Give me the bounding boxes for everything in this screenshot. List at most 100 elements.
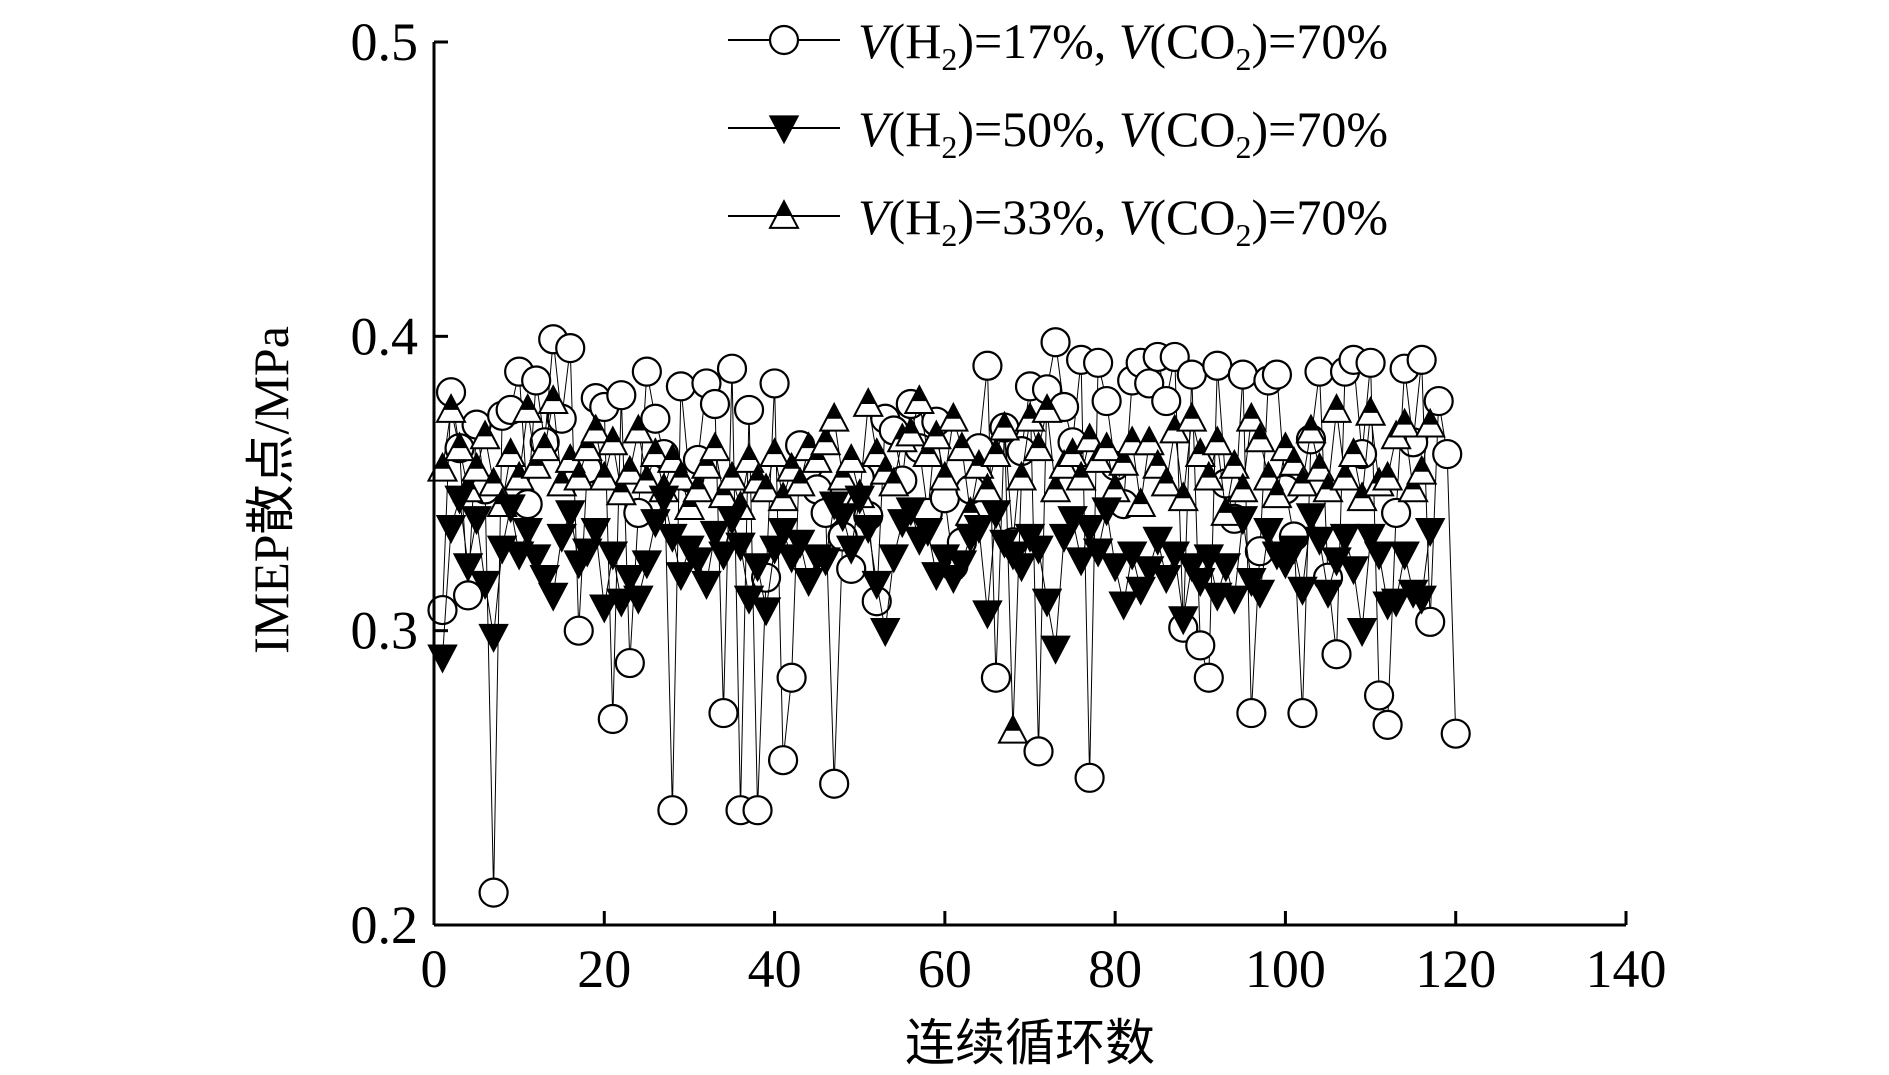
data-point: [1287, 576, 1318, 606]
data-point: [1253, 517, 1284, 547]
data-point: [588, 460, 620, 491]
x-tick-label: 80: [1088, 939, 1142, 999]
data-point: [810, 425, 842, 456]
legend-label-part: )=50%,: [957, 101, 1119, 157]
data-point: [622, 413, 654, 444]
legend-label-part: V: [858, 189, 894, 245]
data-point: [521, 365, 552, 396]
data-point: [980, 662, 1012, 693]
x-tick-label: 140: [1586, 939, 1667, 999]
legend-label-part: 2: [941, 41, 957, 77]
data-point: [631, 356, 662, 387]
data-point: [1091, 497, 1122, 527]
legend-label-part: 2: [941, 129, 957, 165]
data-point: [1193, 662, 1224, 693]
data-point: [980, 437, 1012, 467]
data-point: [1244, 422, 1276, 453]
legend: V(H2)=17%, V(CO2)=70%V(H2)=50%, V(CO2)=7…: [728, 13, 1388, 253]
data-point: [537, 384, 569, 414]
data-point: [861, 570, 892, 600]
data-point: [852, 515, 884, 544]
data-point: [452, 553, 484, 583]
data-point: [1278, 535, 1310, 565]
data-point: [665, 562, 697, 592]
legend-entry-3: V(H2)=33%, V(CO2)=70%: [728, 189, 1388, 253]
data-point: [759, 368, 790, 399]
legend-label-part: 2: [1235, 41, 1251, 77]
data-point: [716, 353, 748, 384]
legend-label-part: V: [1119, 189, 1155, 245]
data-point: [1406, 585, 1437, 615]
data-point: [605, 475, 637, 506]
data-point: [1031, 393, 1063, 423]
data-point: [750, 472, 782, 503]
data-point: [1040, 635, 1071, 665]
data-point: [733, 443, 765, 473]
legend-entry-2: V(H2)=50%, V(CO2)=70%: [728, 101, 1388, 165]
data-point: [1099, 553, 1131, 583]
data-point: [699, 520, 731, 550]
y-tick-label: 0.2: [351, 895, 419, 955]
data-point: [494, 437, 527, 467]
data-point: [895, 416, 927, 447]
data-point: [699, 431, 731, 462]
data-point: [614, 454, 646, 485]
data-point: [946, 550, 978, 580]
legend-label-part: V: [858, 13, 894, 69]
data-point: [648, 485, 680, 515]
data-point: [1108, 591, 1139, 621]
data-point: [691, 570, 722, 600]
data-point: [1073, 422, 1106, 453]
data-point: [1261, 359, 1293, 390]
ticks: 0 20 40 60 80 100 120 140 0.2 0.3 0.4 0.5: [351, 12, 1667, 999]
data-point: [1083, 347, 1114, 378]
data-point: [1329, 460, 1361, 491]
legend-label-part: (H: [889, 13, 942, 69]
data-point: [1219, 585, 1250, 615]
legend-label: V(H2)=33%, V(CO2)=70%: [858, 189, 1388, 253]
data-point: [639, 437, 672, 467]
data-point: [1261, 478, 1293, 509]
data-point: [1363, 680, 1395, 711]
data-point: [435, 515, 467, 544]
data-point: [1414, 517, 1446, 547]
data-point: [1065, 460, 1097, 491]
data-point: [1125, 576, 1156, 606]
data-point: [1176, 359, 1207, 390]
data-point: [1151, 385, 1182, 417]
data-point: [461, 506, 492, 536]
legend-label-part: )=17%,: [957, 13, 1119, 69]
x-tick-label: 40: [748, 939, 802, 999]
legend-label-part: (H: [889, 189, 942, 245]
data-point: [784, 529, 816, 559]
data-point: [1193, 460, 1225, 491]
data-point: [733, 394, 765, 426]
data-point: [844, 485, 875, 515]
data-point: [665, 460, 697, 491]
data-point: [1210, 553, 1242, 583]
data-point: [1023, 736, 1054, 767]
data-point: [572, 538, 603, 568]
data-point: [699, 388, 731, 420]
data-point: [665, 371, 697, 402]
data-point: [1295, 413, 1327, 444]
data-point: [1338, 556, 1369, 586]
data-point: [1406, 454, 1438, 485]
data-point: [478, 877, 509, 908]
data-point: [640, 509, 671, 539]
data-point: [1108, 446, 1140, 476]
data-point: [512, 393, 544, 423]
data-point: [818, 401, 850, 432]
y-tick-label: 0.4: [351, 306, 419, 366]
data-point: [767, 745, 799, 776]
data-point: [1354, 396, 1387, 426]
data-point: [852, 387, 884, 417]
data-point: [1406, 344, 1437, 375]
data-point: [1321, 639, 1352, 670]
data-point: [1074, 762, 1105, 793]
data-point: [1423, 385, 1454, 417]
data-point: [1142, 526, 1173, 556]
data-point: [920, 419, 952, 450]
data-point: [520, 544, 552, 574]
data-point: [1304, 526, 1335, 556]
